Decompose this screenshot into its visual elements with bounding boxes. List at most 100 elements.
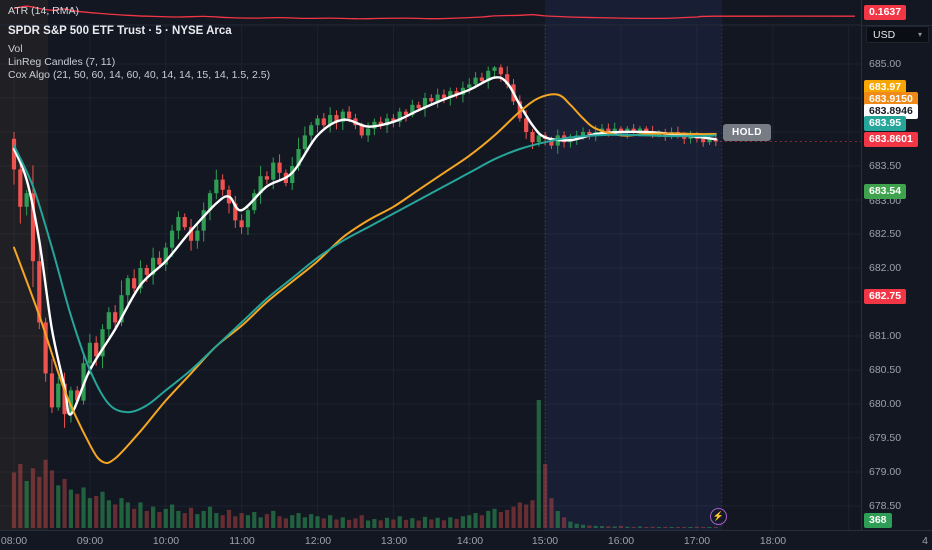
candle-body [296,149,301,166]
legend-linreg-indicator[interactable]: LinReg Candles (7, 11) [8,56,116,68]
volume-bar [138,502,143,528]
volume-bar [448,517,453,528]
candle-body [252,193,257,211]
candle-body [11,138,17,170]
candle-body [384,118,390,126]
price-axis-badge: 683.54 [864,184,907,199]
candle-body [448,91,453,98]
price-axis[interactable]: USD ▾ 685.00 683.50 683.00 682.50 682.00 681.… [861,0,932,530]
volume-bar [119,498,124,528]
candle-body [56,383,61,408]
candle-body [125,278,130,296]
chart-canvas[interactable]: ATR (14, RMA) SPDR S&P 500 ETF Trust · 5… [0,0,861,530]
volume-bar [650,526,655,528]
volume-bar [524,504,529,528]
cox-slow-teal-line [13,133,717,414]
time-axis-label: 17:00 [683,535,711,547]
time-axis-label: 10:00 [152,535,180,547]
volume-bar [555,510,560,528]
volume-bar [384,517,390,528]
volume-bar [713,527,718,528]
volume-bar [365,520,371,528]
legend-atr-indicator[interactable]: ATR (14, RMA) [8,5,79,17]
volume-bar [75,493,80,528]
candle-body [271,162,276,180]
candle-body [403,111,409,115]
candle-body [43,322,48,374]
cox-fast-orange-line [13,93,717,465]
volume-bar [56,485,61,528]
volume-bar [68,489,74,528]
candle-body [24,193,29,207]
volume-bar [460,516,466,528]
volume-bar [612,526,617,528]
candle-body [309,125,314,136]
volume-bar [694,526,699,528]
volume-bar [163,508,168,528]
candle-body [18,169,23,207]
volume-bar [201,510,206,528]
volume-bar [334,519,339,528]
candle-body [530,132,535,143]
volume-bar [233,516,238,528]
price-axis-badge: 683.9150 [864,92,918,107]
volume-bar [580,524,586,528]
volume-bar [536,400,541,528]
candle-body [258,176,263,194]
time-axis-label: 09:00 [76,535,104,547]
volume-bar [530,500,535,528]
lightning-icon[interactable]: ⚡ [710,508,727,525]
candle-body [498,67,503,75]
legend-cox-algo-indicator[interactable]: Cox Algo (21, 50, 60, 14, 60, 40, 14, 14… [8,69,271,81]
volume-bar [606,526,611,528]
time-axis-label: 16:00 [607,535,635,547]
volume-bar [498,512,503,528]
candle-body [473,77,478,85]
candle-body [214,179,219,194]
volume-bar [132,508,137,528]
volume-bar [479,515,484,528]
volume-bar [505,509,510,528]
price-axis-badge: 0.1637 [864,5,907,20]
volume-bar [252,512,257,528]
candle-body [410,104,415,115]
chevron-down-icon: ▾ [917,30,922,39]
candle-body [290,166,295,183]
timezone-corner-label[interactable]: 4 [922,535,928,547]
price-tick: 678.50 [869,500,902,512]
symbol-title[interactable]: SPDR S&P 500 ETF Trust · 5 · NYSE Arca [8,25,232,37]
candle-body [245,210,251,228]
volume-bar [669,527,674,528]
volume-bar [151,506,156,528]
candle-body [340,111,345,122]
time-axis[interactable]: 4 08:00 09:00 10:00 11:00 12:00 13:00 14:00 15:… [0,530,932,550]
volume-bar [543,464,548,528]
volume-bar [631,526,636,528]
volume-bar [454,519,459,528]
candle-body [207,193,213,211]
candle-body [176,217,181,231]
candle-body [315,118,320,126]
legend-volume-indicator[interactable]: Vol [8,43,23,55]
candle-body [144,268,149,275]
volume-bar [707,527,712,528]
chart-svg[interactable] [0,0,861,530]
legend: ATR (14, RMA) SPDR S&P 500 ETF Trust · 5… [8,5,270,82]
candle-body [644,128,649,132]
candle-body [479,77,484,81]
volume-bar [113,504,118,528]
volume-bar [422,516,428,528]
candle-body [163,247,168,265]
candle-body [701,138,706,143]
volume-bar [264,514,270,528]
candle-body [625,128,630,132]
candle-body [429,98,434,102]
volume-bar [157,512,162,528]
volume-bar [568,521,573,528]
candle-body [106,312,111,330]
currency-selector[interactable]: USD ▾ [866,26,929,43]
time-axis-label: 11:00 [229,535,255,547]
candle-body [549,138,554,146]
time-axis-label: 15:00 [531,535,559,547]
